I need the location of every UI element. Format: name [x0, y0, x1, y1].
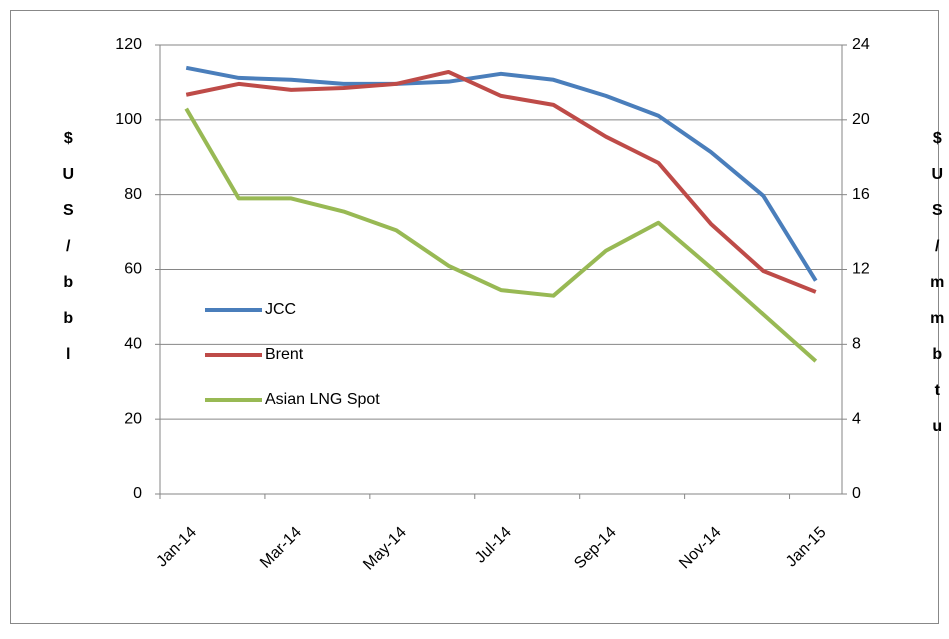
line-series [184, 107, 818, 363]
y-tick-label: 0 [133, 485, 142, 502]
y-tick-label: 20 [124, 410, 142, 427]
line-series [185, 65, 818, 282]
y2-tick-label: 16 [852, 186, 870, 203]
y-tick-label: 100 [115, 111, 142, 128]
y2-tick-label: 4 [852, 410, 861, 427]
x-tick-label: Jul-14 [472, 524, 515, 567]
y-tick-label: 40 [124, 336, 142, 353]
x-tick-label: Nov-14 [676, 524, 725, 573]
legend-label: JCC [265, 301, 296, 318]
legend-label: Brent [265, 346, 304, 363]
legend-label: Asian LNG Spot [265, 391, 380, 408]
line-series [185, 69, 817, 294]
y2-axis-label: $US/mmbtu [929, 130, 946, 454]
y-tick-label: 60 [124, 261, 142, 278]
y2-tick-label: 20 [852, 111, 870, 128]
x-tick-label: Jan-14 [153, 524, 200, 571]
y-axis-label: $US/bbl [60, 130, 77, 382]
x-tick-label: May-14 [360, 524, 410, 574]
y-tick-label: 120 [115, 36, 142, 53]
y2-tick-label: 12 [852, 261, 870, 278]
y2-tick-label: 8 [852, 336, 861, 353]
x-tick-label: Sep-14 [571, 524, 620, 573]
y-tick-label: 80 [124, 186, 142, 203]
x-tick-label: Jan-15 [783, 524, 830, 571]
y2-tick-label: 0 [852, 485, 861, 502]
y2-tick-label: 24 [852, 36, 870, 53]
x-tick-label: Mar-14 [257, 524, 305, 572]
chart-frame [10, 10, 939, 624]
